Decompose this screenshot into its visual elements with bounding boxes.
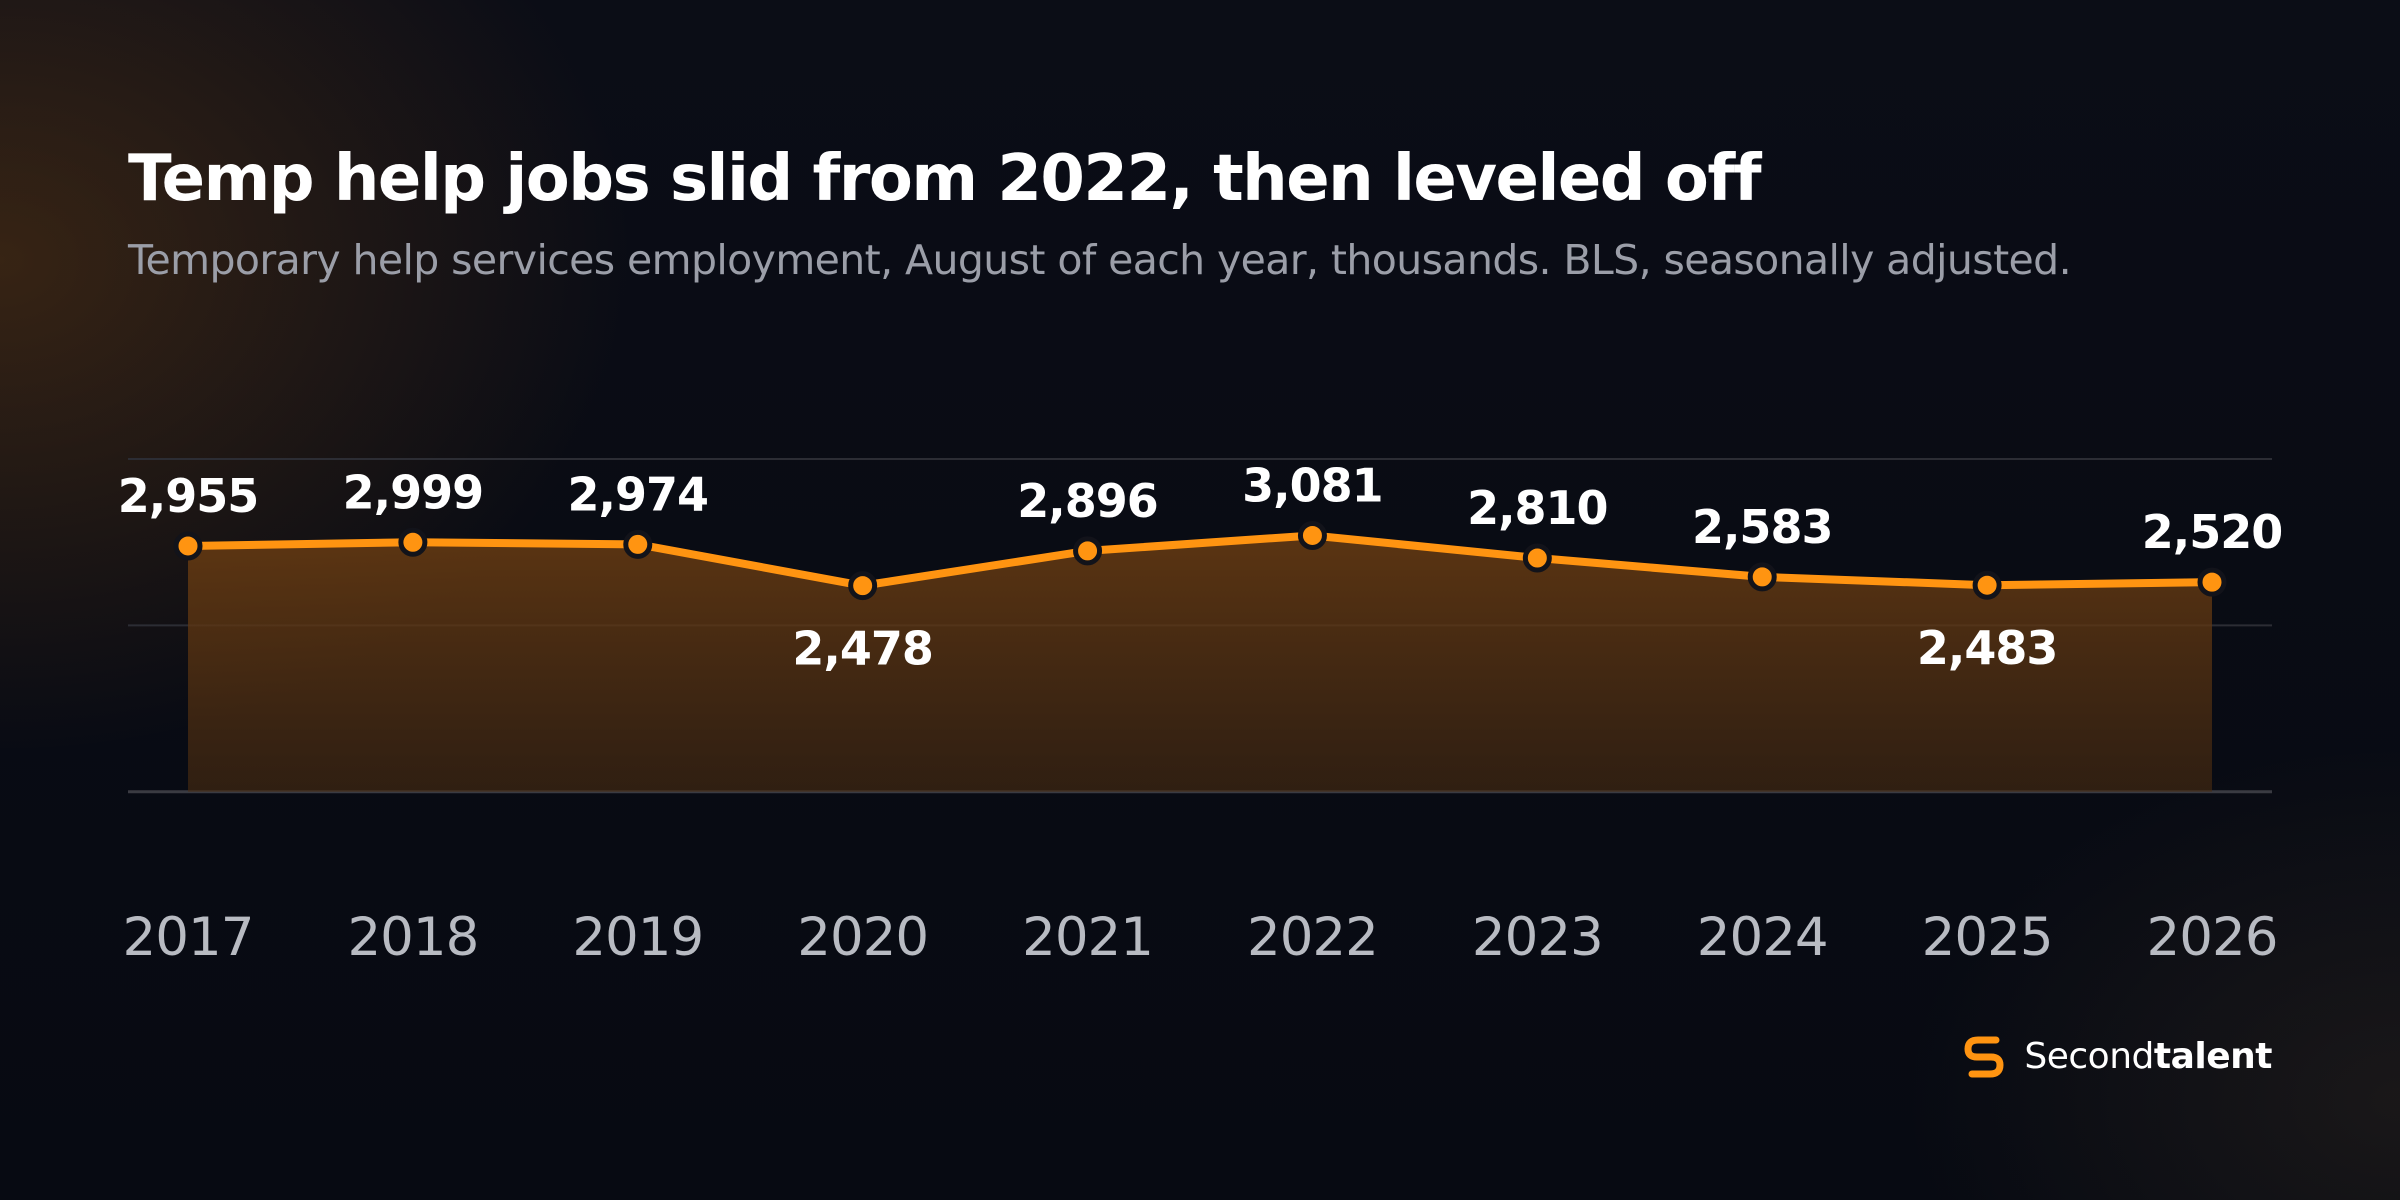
data-label: 3,081 (1242, 458, 1383, 512)
series-line-path (184, 531, 2216, 590)
data-label: 2,955 (118, 469, 259, 523)
data-labels: 2,955 2,999 2,974 2,478 2,896 3,081 2,810 2,583… (118, 458, 2284, 676)
series-line (184, 531, 2216, 590)
data-label: 2,483 (1917, 621, 2058, 675)
data-point (173, 531, 203, 561)
x-tick-label: 2019 (572, 907, 703, 968)
data-label: 2,896 (1017, 474, 1158, 528)
brand-name: Secondtalent (2024, 1035, 2272, 1077)
x-tick-label: 2018 (347, 907, 478, 968)
area-fill (188, 535, 2212, 792)
chart-title: Temp help jobs slid from 2022, then leve… (128, 142, 1762, 216)
data-point (1747, 562, 1777, 592)
area-fill-shape (188, 535, 2212, 792)
data-markers (173, 520, 2227, 601)
data-label: 2,974 (568, 467, 709, 521)
data-point (1972, 570, 2002, 600)
x-tick-label: 2020 (797, 907, 928, 968)
data-point (623, 529, 653, 559)
x-tick-label: 2021 (1022, 907, 1153, 968)
data-point (1522, 543, 1552, 573)
x-tick-label: 2017 (123, 907, 254, 968)
data-point (2197, 567, 2227, 597)
data-label: 2,520 (2142, 505, 2283, 559)
x-axis-tick-labels: 2017 2018 2019 2020 2021 2022 2023 2024 2025 2026 (123, 907, 2279, 968)
x-tick-label: 2023 (1472, 907, 1603, 968)
data-label: 2,478 (792, 622, 933, 676)
data-point (848, 571, 878, 601)
data-point (398, 527, 428, 557)
data-label: 2,810 (1467, 481, 1608, 535)
data-label: 2,999 (343, 465, 484, 519)
data-point (1073, 536, 1103, 566)
x-tick-label: 2026 (2147, 907, 2278, 968)
data-label: 2,583 (1692, 500, 1833, 554)
brand-logo: Secondtalent (1958, 1030, 2273, 1082)
x-tick-label: 2024 (1697, 907, 1828, 968)
data-point (1297, 520, 1327, 550)
x-tick-label: 2025 (1922, 907, 2053, 968)
secondtalent-logo-icon (1964, 1036, 2004, 1078)
chart-subtitle: Temporary help services employment, Augu… (128, 236, 2072, 284)
x-tick-label: 2022 (1247, 907, 1378, 968)
